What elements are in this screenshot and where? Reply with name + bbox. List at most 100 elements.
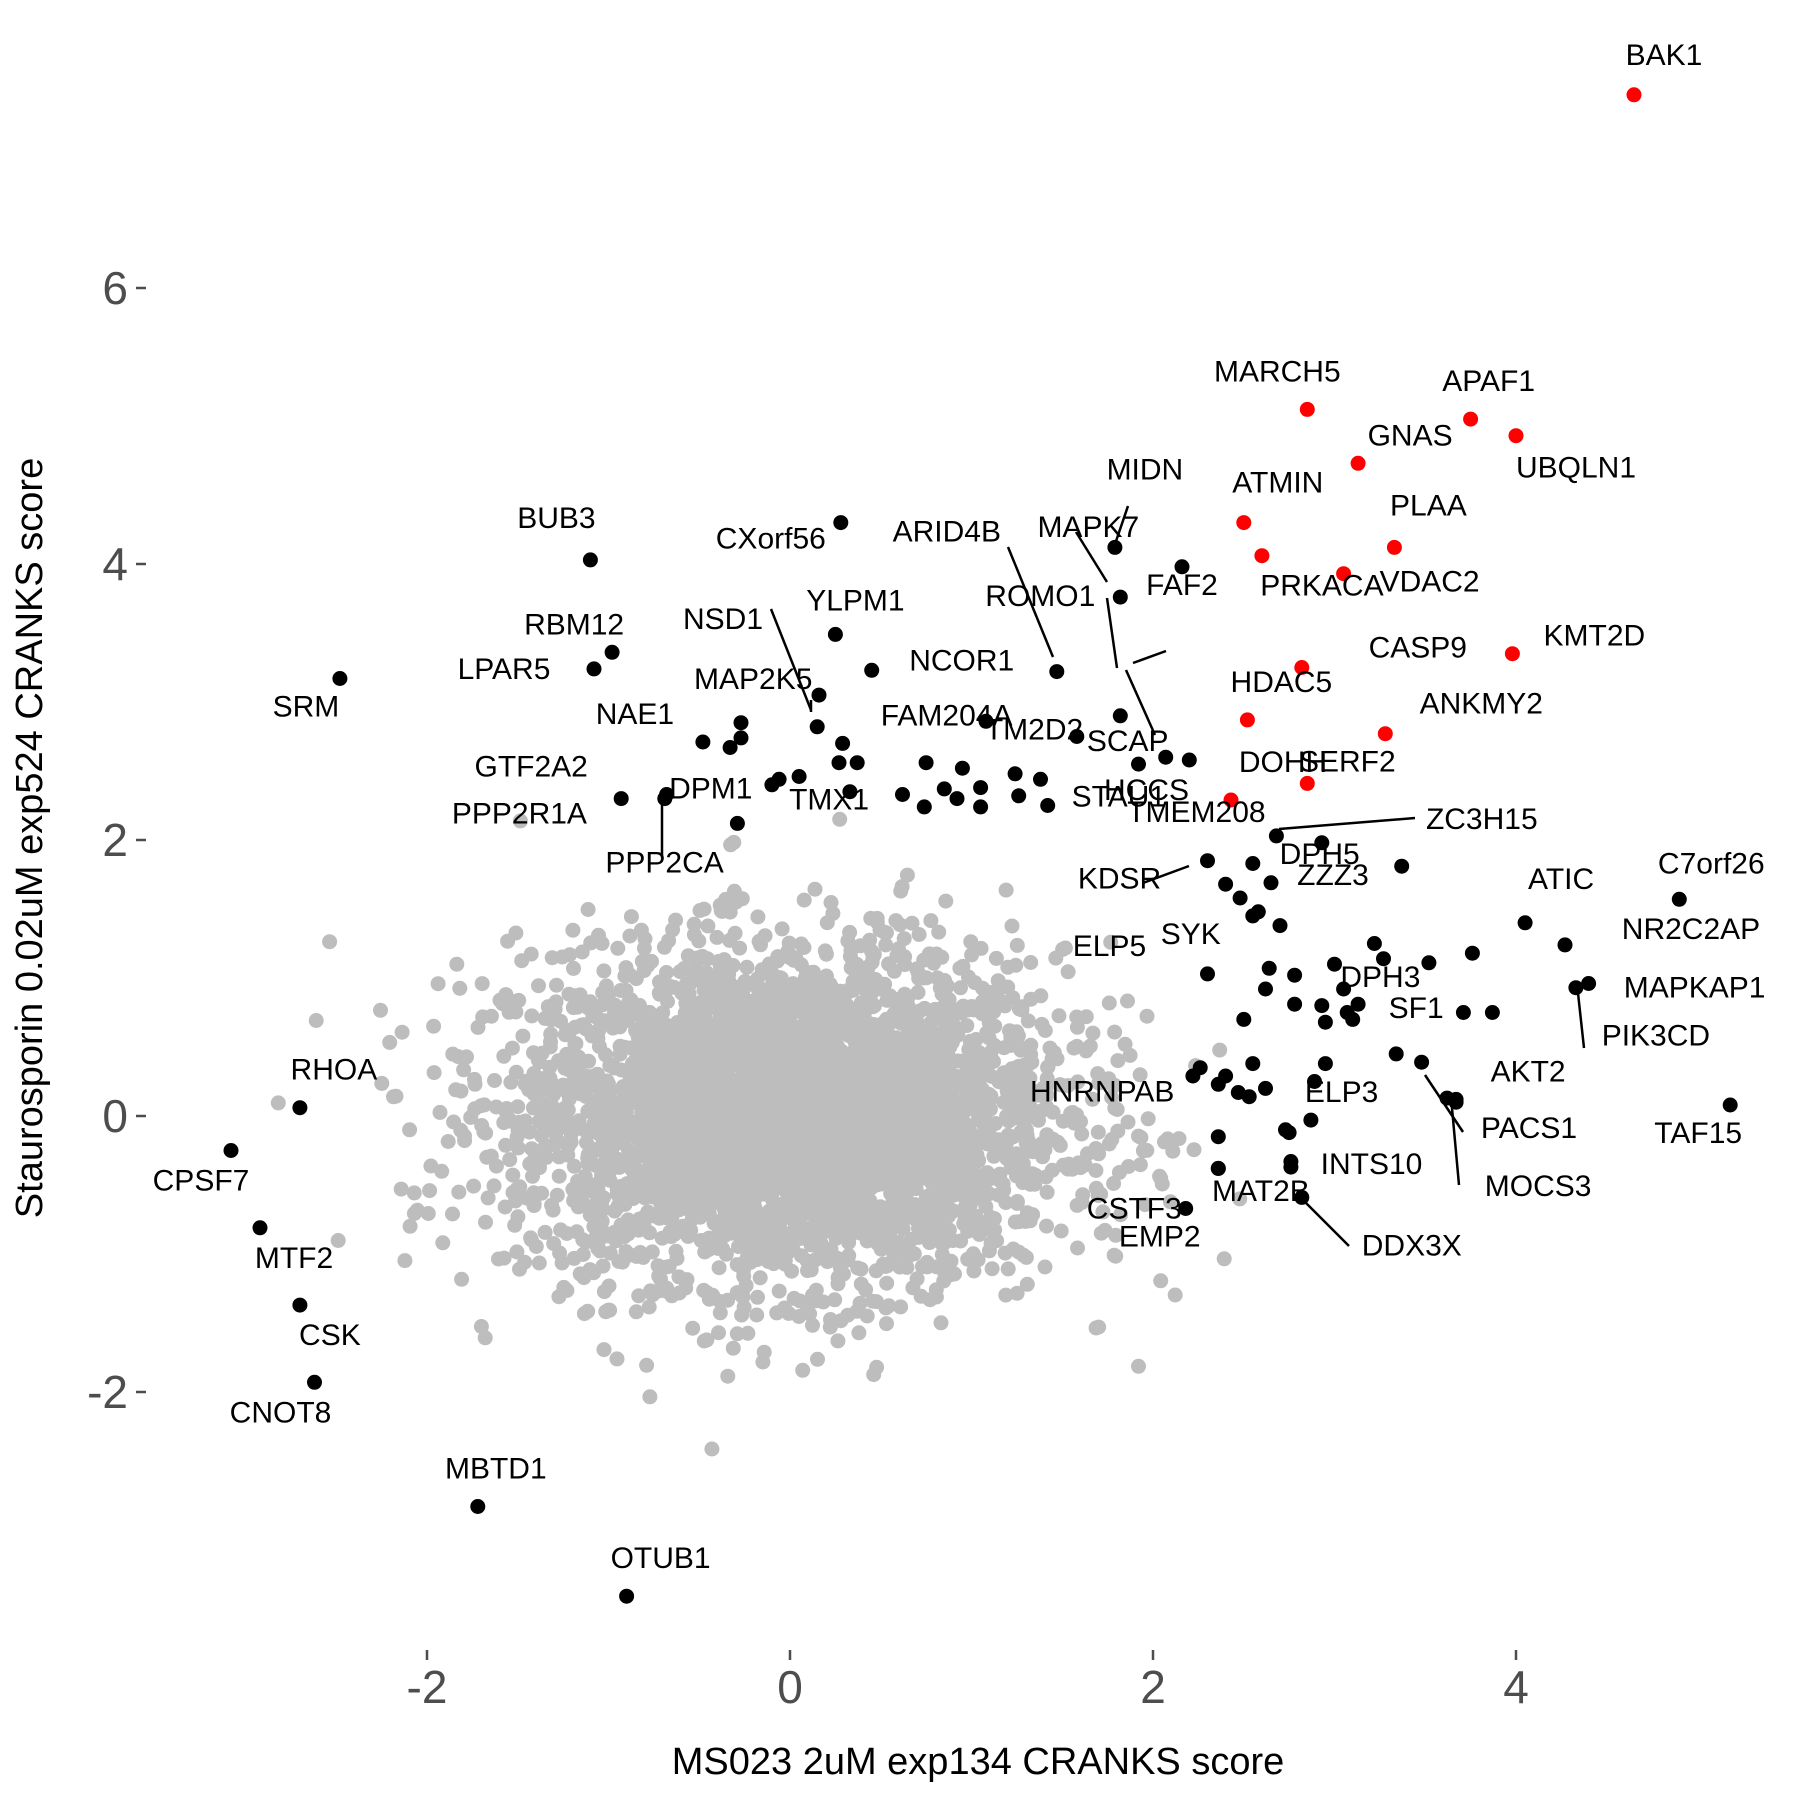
black-point xyxy=(1484,1005,1500,1020)
gene-label: TMX1 xyxy=(789,783,869,816)
black-point xyxy=(1040,798,1056,813)
background-point xyxy=(693,1233,709,1248)
gene-label: ARID4B xyxy=(893,516,1001,549)
background-point xyxy=(710,994,726,1010)
background-point xyxy=(547,1001,563,1017)
background-point xyxy=(1048,950,1064,966)
background-point xyxy=(1037,1023,1053,1038)
black-point xyxy=(864,662,880,678)
background-point xyxy=(954,1075,969,1091)
black-point xyxy=(895,787,910,802)
background-point xyxy=(496,1250,512,1266)
background-point xyxy=(832,1259,848,1275)
background-point xyxy=(534,1045,550,1061)
background-point xyxy=(724,1225,739,1241)
background-point xyxy=(531,1255,547,1271)
background-point xyxy=(715,1063,731,1079)
background-point xyxy=(931,924,947,940)
black-point xyxy=(470,1499,486,1514)
background-point xyxy=(926,1121,942,1137)
background-point xyxy=(717,1114,733,1130)
background-point xyxy=(571,1173,586,1189)
background-point xyxy=(1101,995,1117,1011)
gene-label: RBM12 xyxy=(524,608,624,641)
background-point xyxy=(1004,918,1020,934)
background-point xyxy=(740,1325,756,1341)
background-point xyxy=(526,1185,542,1201)
background-point xyxy=(711,1325,726,1341)
background-point xyxy=(1090,1124,1106,1140)
black-point xyxy=(1261,960,1277,976)
background-point xyxy=(477,1330,493,1346)
gene-label: MAPKAP1 xyxy=(1624,972,1766,1005)
background-point xyxy=(777,1240,793,1256)
background-point xyxy=(655,1162,671,1178)
background-point xyxy=(859,1308,875,1324)
background-point xyxy=(767,970,783,986)
background-point xyxy=(386,1089,401,1105)
background-point xyxy=(1132,1157,1148,1173)
black-point xyxy=(252,1220,268,1236)
background-point xyxy=(662,1195,678,1211)
black-point xyxy=(1232,890,1248,906)
background-point xyxy=(607,1203,623,1219)
background-point xyxy=(805,1141,820,1157)
background-point xyxy=(522,1124,537,1140)
background-point xyxy=(700,1032,716,1048)
background-point xyxy=(1023,1176,1039,1192)
background-point xyxy=(685,1076,700,1092)
gene-label: DPM1 xyxy=(669,773,752,806)
background-point xyxy=(598,978,614,994)
y-tick-label: 6 xyxy=(102,262,128,314)
background-point xyxy=(959,1018,975,1034)
background-point xyxy=(818,1159,834,1175)
black-point xyxy=(811,687,827,703)
background-point xyxy=(594,1213,610,1229)
gene-label: SF1 xyxy=(1389,992,1444,1025)
gene-label: ELP3 xyxy=(1305,1076,1378,1109)
background-point xyxy=(997,1245,1013,1261)
background-point xyxy=(467,1071,482,1087)
background-point xyxy=(879,1316,894,1332)
black-point xyxy=(1218,876,1234,892)
background-point xyxy=(406,1185,422,1201)
background-point xyxy=(662,978,677,994)
background-point xyxy=(992,979,1008,995)
background-point xyxy=(686,916,702,932)
background-point xyxy=(923,1015,939,1031)
background-point xyxy=(751,988,767,1004)
background-point xyxy=(1064,1110,1080,1126)
background-point xyxy=(1039,1086,1054,1102)
background-point xyxy=(823,1312,838,1327)
background-point xyxy=(996,1182,1012,1198)
background-point xyxy=(644,953,659,969)
background-point xyxy=(575,1232,591,1248)
background-point xyxy=(560,1147,576,1163)
black-point xyxy=(1464,945,1480,961)
background-point xyxy=(808,1252,823,1268)
black-point xyxy=(1287,967,1303,983)
red-point xyxy=(1236,515,1252,531)
background-point xyxy=(934,986,950,1002)
background-point xyxy=(817,943,833,959)
background-point xyxy=(624,1094,640,1110)
gene-label: SYK xyxy=(1161,918,1221,951)
background-point xyxy=(947,1266,962,1282)
background-point xyxy=(1104,1132,1120,1147)
background-point xyxy=(722,1097,738,1113)
background-point xyxy=(999,1083,1015,1099)
red-point xyxy=(1239,712,1255,728)
background-point xyxy=(687,1182,703,1198)
background-point xyxy=(855,1121,871,1137)
background-point xyxy=(632,1129,647,1145)
background-point xyxy=(641,1299,657,1315)
black-point xyxy=(1421,955,1437,971)
red-point xyxy=(1336,566,1352,582)
background-point xyxy=(559,1282,575,1298)
background-point xyxy=(897,1044,913,1060)
black-point xyxy=(1178,1201,1194,1216)
black-point xyxy=(849,755,865,771)
background-point xyxy=(888,1179,904,1195)
gene-label: C7orf26 xyxy=(1658,847,1765,880)
black-point xyxy=(659,787,675,802)
